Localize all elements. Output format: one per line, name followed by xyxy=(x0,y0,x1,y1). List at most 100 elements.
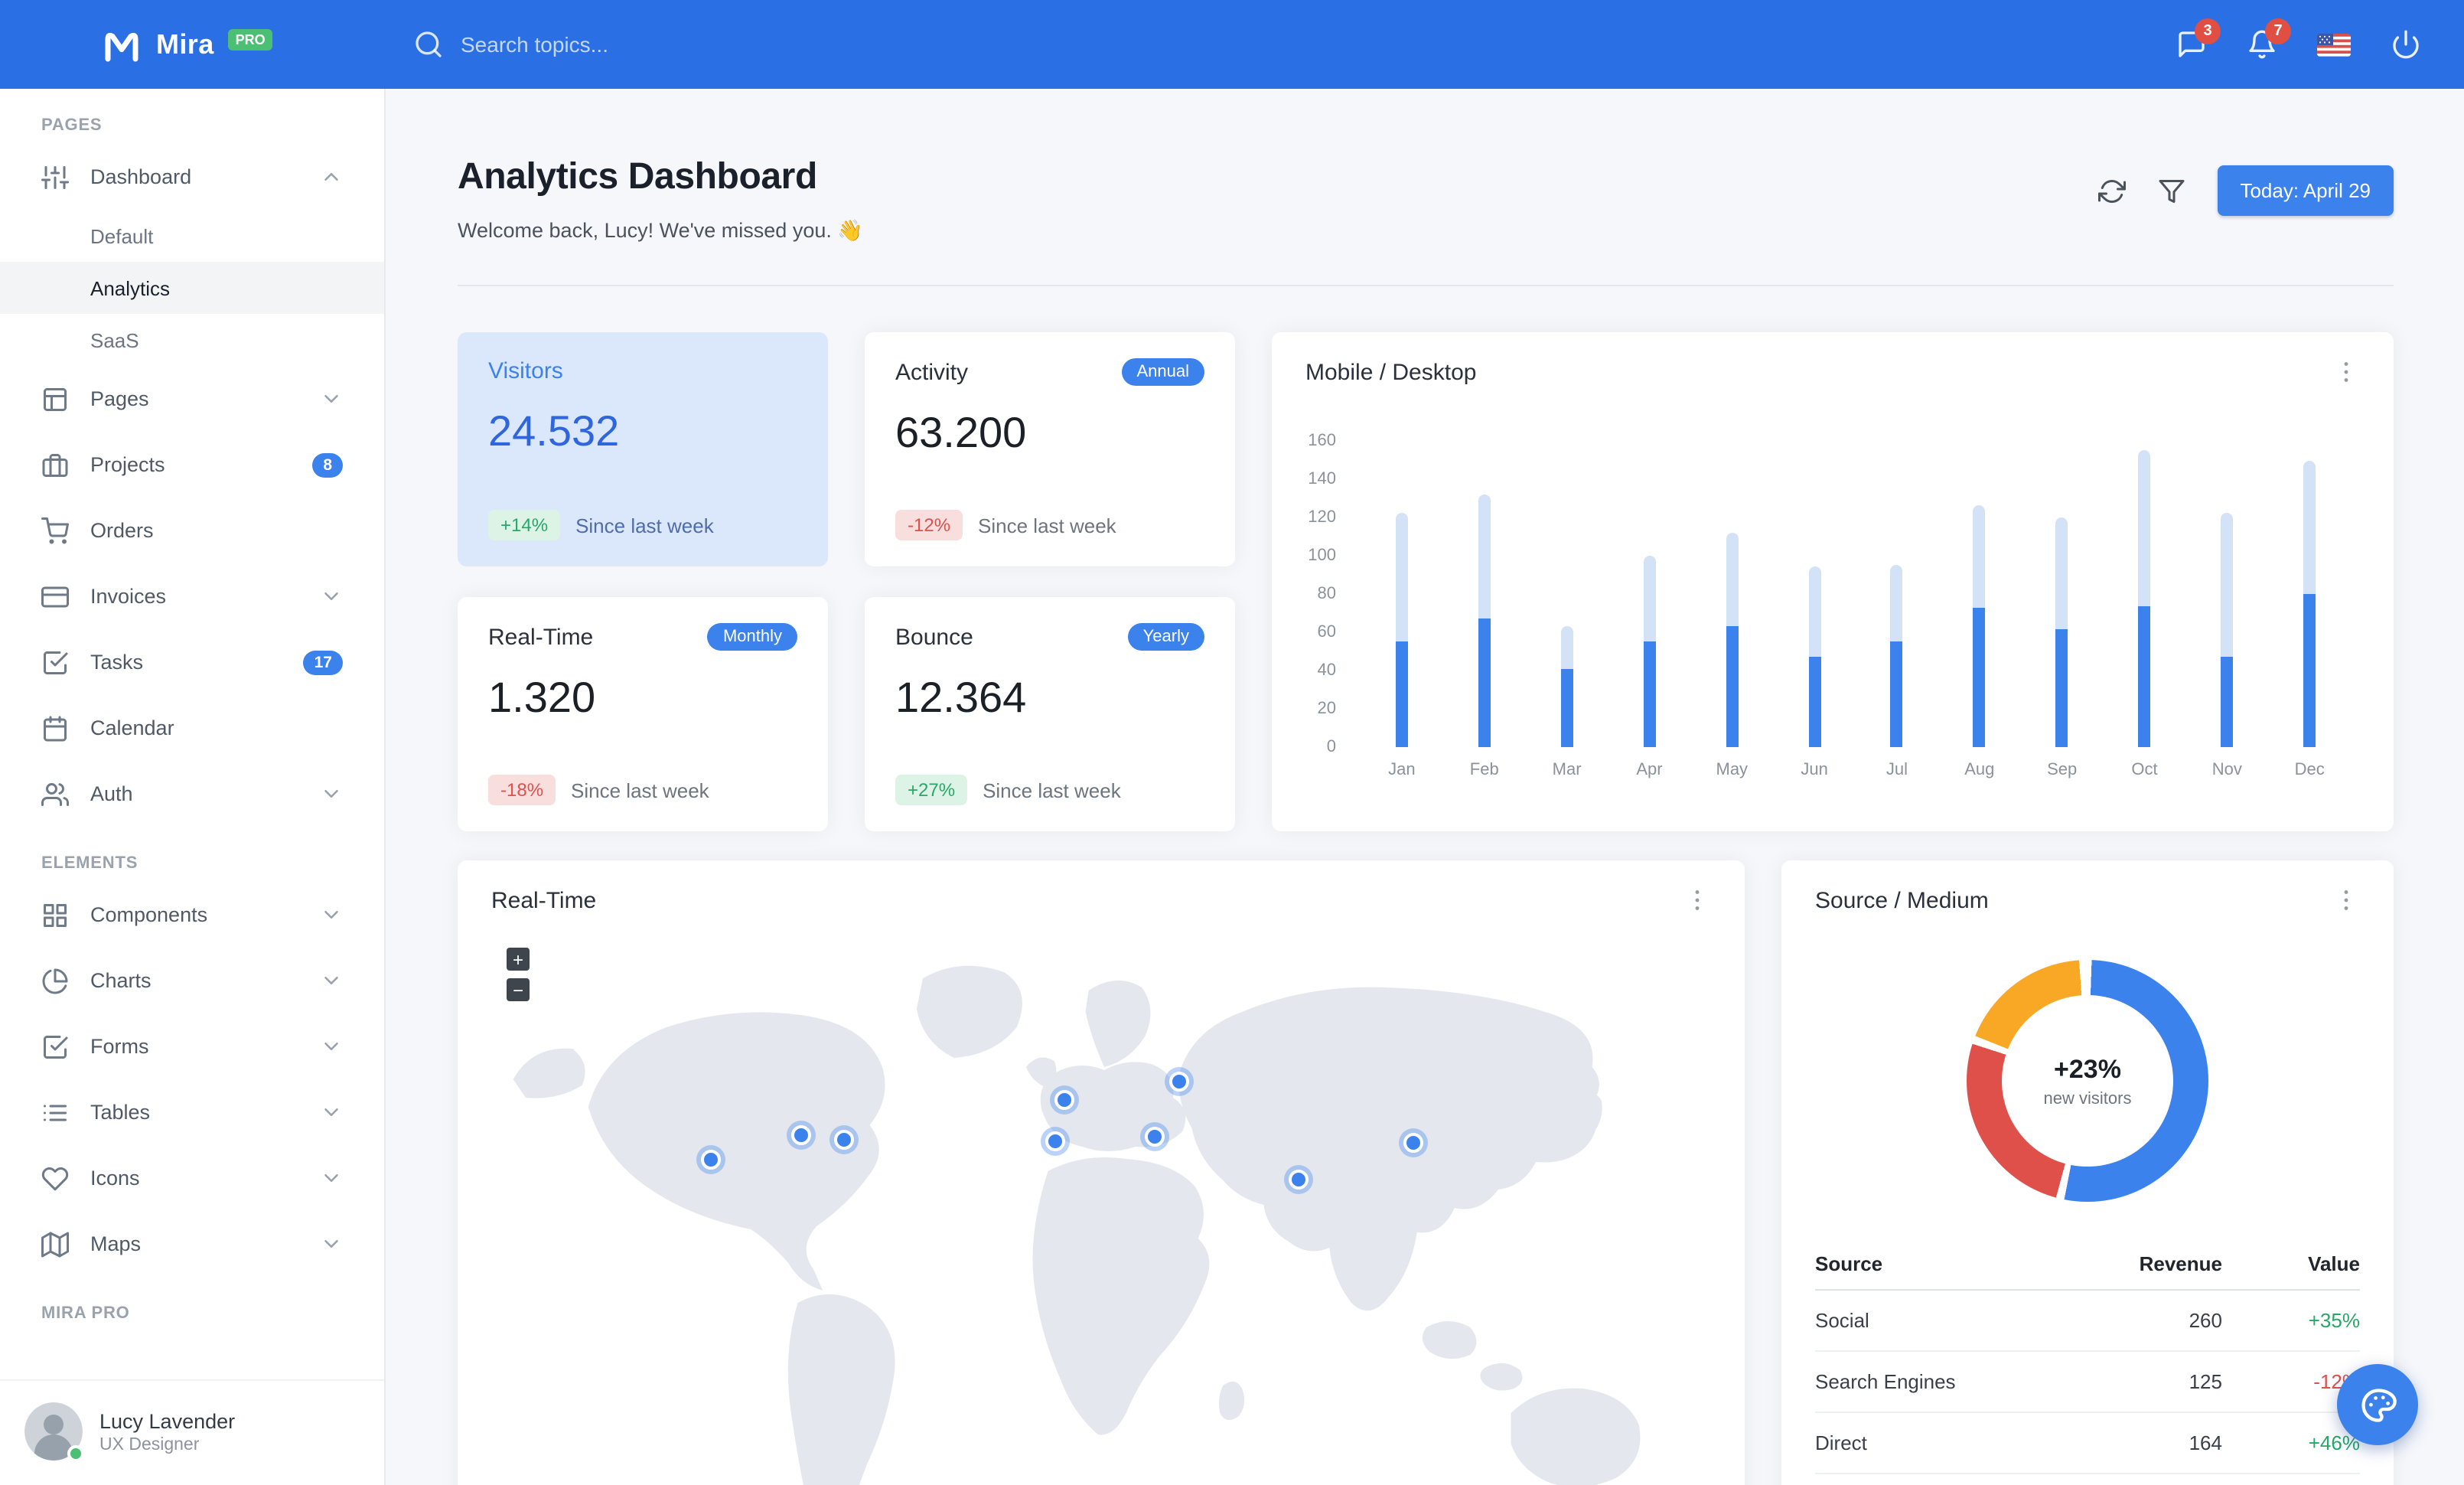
map-marker[interactable] xyxy=(701,1150,722,1170)
stat-card-real-time: Real-Time Monthly 1.320 -18% Since last week xyxy=(458,597,828,831)
sidebar-item-label: Invoices xyxy=(90,585,167,608)
map-zoom-in-button[interactable]: + xyxy=(507,948,530,971)
sidebar: PAGES Dashboard Default Analytics SaaS Pages P… xyxy=(0,89,386,1485)
sidebar-item-auth[interactable]: Auth xyxy=(0,761,384,827)
search-icon[interactable] xyxy=(413,29,444,60)
sidebar-item-dashboard[interactable]: Dashboard xyxy=(0,144,384,210)
stat-value: 1.320 xyxy=(488,674,596,721)
stat-title: Visitors xyxy=(488,358,563,384)
date-range-button[interactable]: Today: April 29 xyxy=(2217,165,2394,216)
stat-period-badge[interactable]: Yearly xyxy=(1127,623,1204,651)
page-header-text: Analytics Dashboard Welcome back, Lucy! … xyxy=(458,156,863,243)
stat-delta-badge: -18% xyxy=(488,775,556,805)
map-marker[interactable] xyxy=(1288,1170,1309,1190)
sidebar-item-projects[interactable]: Projects 8 xyxy=(0,432,384,498)
x-axis-tick-label: Sep xyxy=(2047,761,2078,779)
bar-column-sep: Sep xyxy=(2021,441,2104,779)
navbar-search[interactable] xyxy=(413,29,813,60)
sidebar-item-label: Orders xyxy=(90,519,154,542)
stat-footer: +14% Since last week xyxy=(488,510,797,540)
sign-out-button[interactable] xyxy=(2391,29,2421,60)
map-marker[interactable] xyxy=(791,1124,812,1145)
source-cell: Social xyxy=(1815,1290,2054,1352)
calendar-icon xyxy=(41,714,69,742)
y-axis-tick-label: 20 xyxy=(1317,700,1337,718)
refresh-button[interactable] xyxy=(2097,177,2126,204)
users-icon xyxy=(41,780,69,808)
sidebar-item-pages[interactable]: Pages xyxy=(0,366,384,432)
map-marker[interactable] xyxy=(1168,1071,1189,1092)
sidebar-item-charts[interactable]: Charts xyxy=(0,948,384,1013)
map-zoom-out-button[interactable]: − xyxy=(507,978,530,1001)
source-table: Source Revenue Value Social 260 +35% Search… xyxy=(1815,1239,2360,1474)
mobile-desktop-card: Mobile / Desktop 0 20 40 60 80 100 120 140 160 J… xyxy=(1272,332,2394,831)
desktop-bar-segment xyxy=(1890,641,1903,747)
bar-column-jun: Jun xyxy=(1773,441,1856,779)
sidebar-item-maps[interactable]: Maps xyxy=(0,1211,384,1277)
map-marker[interactable] xyxy=(834,1129,855,1150)
bar-column-oct: Oct xyxy=(2104,441,2186,779)
sidebar-subitem-analytics[interactable]: Analytics xyxy=(0,262,384,314)
us-flag-icon xyxy=(2317,33,2351,56)
map-marker[interactable] xyxy=(1054,1089,1074,1110)
mobile-bar-segment xyxy=(1973,505,1986,608)
sidebar-item-forms[interactable]: Forms xyxy=(0,1013,384,1079)
chart-menu-button[interactable] xyxy=(2332,358,2360,386)
search-input[interactable] xyxy=(461,32,813,57)
stacked-bar xyxy=(2138,450,2151,747)
sidebar-item-label: Icons xyxy=(90,1167,140,1190)
theme-settings-fab[interactable] xyxy=(2337,1364,2418,1445)
map-marker[interactable] xyxy=(1144,1126,1165,1146)
sidebar-item-label: Charts xyxy=(90,969,152,992)
source-column-header: Source xyxy=(1815,1239,2054,1291)
sidebar-item-components[interactable]: Components xyxy=(0,882,384,948)
stat-card-activity: Activity Annual 63.200 -12% Since last week xyxy=(865,332,1235,566)
desktop-bar-segment xyxy=(2303,594,2316,747)
brand[interactable]: Mira PRO xyxy=(0,24,386,65)
mobile-bar-segment xyxy=(2055,517,2068,628)
revenue-cell: 260 xyxy=(2054,1290,2222,1352)
x-axis-tick-label: Dec xyxy=(2294,761,2325,779)
language-flag-button[interactable] xyxy=(2317,33,2351,56)
sidebar-item-tasks[interactable]: Tasks 17 xyxy=(0,629,384,695)
donut-percent: +23% xyxy=(2054,1054,2121,1083)
x-axis-tick-label: Oct xyxy=(2131,761,2158,779)
sidebar-item-orders[interactable]: Orders xyxy=(0,498,384,563)
sidebar-item-invoices[interactable]: Invoices xyxy=(0,563,384,629)
y-axis-tick-label: 0 xyxy=(1326,738,1336,756)
map-icon xyxy=(41,1230,69,1258)
chevron-down-icon xyxy=(320,782,343,805)
chevron-down-icon xyxy=(320,1167,343,1190)
stacked-bar xyxy=(2303,460,2316,747)
map-zoom-controls: + − xyxy=(507,948,530,1001)
notifications-button[interactable]: 7 xyxy=(2247,18,2291,60)
stacked-bar xyxy=(1643,555,1656,747)
desktop-bar-segment xyxy=(2221,657,2234,747)
sidebar-item-calendar[interactable]: Calendar xyxy=(0,695,384,761)
desktop-bar-segment xyxy=(1478,618,1491,747)
world-map[interactable]: + − xyxy=(491,926,1711,1485)
x-axis-tick-label: Apr xyxy=(1636,761,1663,779)
source-menu-button[interactable] xyxy=(2332,886,2360,914)
stacked-bar xyxy=(1478,494,1491,747)
stat-note: Since last week xyxy=(575,514,714,537)
source-table-header-row: Source Revenue Value xyxy=(1815,1239,2360,1291)
stat-period-badge[interactable]: Annual xyxy=(1121,358,1204,386)
messages-button[interactable]: 3 xyxy=(2176,18,2221,60)
bar-column-mar: Mar xyxy=(1526,441,1608,779)
stat-footer: -12% Since last week xyxy=(895,510,1204,540)
map-menu-button[interactable] xyxy=(1683,886,1711,914)
stat-period-badge[interactable]: Monthly xyxy=(707,623,797,651)
map-marker[interactable] xyxy=(1403,1132,1423,1153)
sidebar-subitem-default[interactable]: Default xyxy=(90,224,154,247)
filter-button[interactable] xyxy=(2157,177,2185,204)
sidebar-item-tables[interactable]: Tables xyxy=(0,1079,384,1145)
stat-card-header: Visitors xyxy=(488,358,797,384)
sidebar-subitem-saas[interactable]: SaaS xyxy=(90,328,139,351)
map-marker[interactable] xyxy=(1045,1131,1066,1151)
value-cell: +35% xyxy=(2222,1290,2360,1352)
sidebar-item-icons[interactable]: Icons xyxy=(0,1145,384,1211)
grid-icon xyxy=(41,901,69,929)
source-table-body: Social 260 +35% Search Engines 125 -12% Direct… xyxy=(1815,1290,2360,1474)
sidebar-user[interactable]: Lucy Lavender UX Designer xyxy=(0,1379,384,1485)
